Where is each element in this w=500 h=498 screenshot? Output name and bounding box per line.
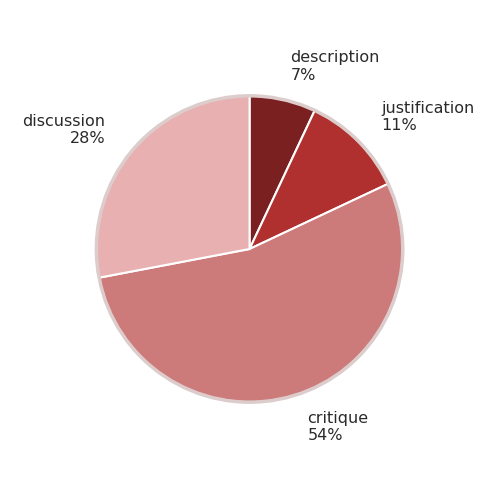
Wedge shape: [250, 111, 388, 249]
Text: critique
54%: critique 54%: [308, 410, 368, 443]
Wedge shape: [99, 184, 402, 402]
Wedge shape: [96, 96, 250, 278]
Wedge shape: [250, 96, 315, 249]
Text: discussion
28%: discussion 28%: [22, 114, 105, 146]
Text: justification
11%: justification 11%: [382, 101, 475, 133]
Text: description
7%: description 7%: [290, 50, 380, 83]
